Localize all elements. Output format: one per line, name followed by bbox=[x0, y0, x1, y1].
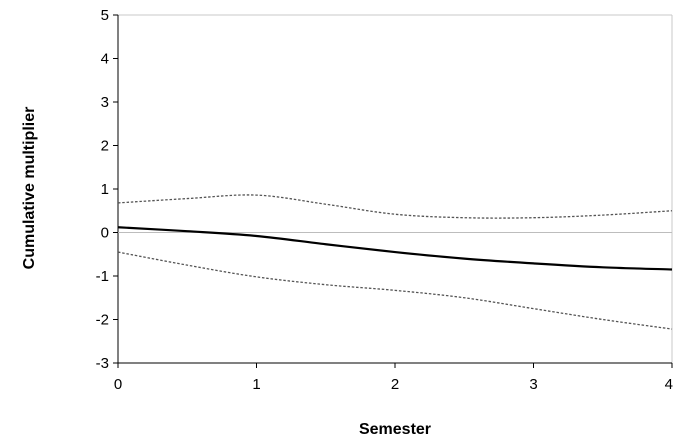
y-tick-label: 3 bbox=[101, 94, 109, 111]
y-tick-label: 0 bbox=[101, 225, 109, 242]
y-tick-label: 4 bbox=[101, 51, 109, 68]
ticks: 5 4 3 2 1 0 -1 -2 -3 0 1 2 3 4 bbox=[96, 7, 673, 393]
upper-bound-line bbox=[117, 194, 673, 219]
y-tick-label: -3 bbox=[96, 355, 109, 372]
x-axis-title: Semester bbox=[359, 421, 431, 438]
y-tick-label: 2 bbox=[101, 138, 109, 155]
lower-bound-line bbox=[117, 251, 673, 330]
axes bbox=[117, 14, 673, 364]
series-group bbox=[117, 194, 673, 330]
y-tick-label: 1 bbox=[101, 181, 109, 198]
y-tick-label: -1 bbox=[96, 268, 109, 285]
x-tick-label: 3 bbox=[529, 376, 537, 393]
y-tick-label: -2 bbox=[96, 312, 109, 329]
x-tick-label: 0 bbox=[114, 376, 122, 393]
x-tick-label: 2 bbox=[391, 376, 399, 393]
estimate-line bbox=[117, 226, 673, 271]
y-axis-title: Cumulative multiplier bbox=[21, 107, 38, 270]
x-tick-label: 1 bbox=[252, 376, 260, 393]
y-tick-label: 5 bbox=[101, 7, 109, 24]
x-tick-label: 4 bbox=[665, 376, 673, 393]
